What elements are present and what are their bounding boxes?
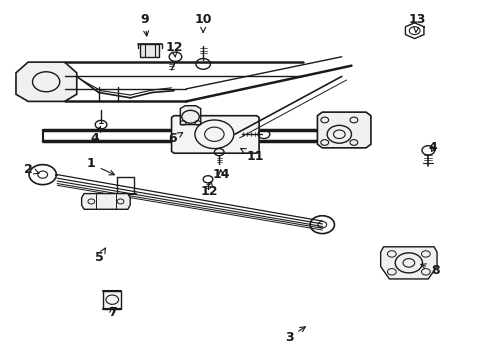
Text: 10: 10 <box>194 13 211 32</box>
Text: 5: 5 <box>95 248 105 264</box>
Polygon shape <box>171 116 259 153</box>
Polygon shape <box>81 194 130 209</box>
Text: 7: 7 <box>108 306 116 319</box>
Bar <box>103 291 121 309</box>
Text: 12: 12 <box>165 41 183 57</box>
Polygon shape <box>317 112 370 148</box>
Text: 13: 13 <box>407 13 425 32</box>
Text: 4: 4 <box>428 141 437 154</box>
Text: 6: 6 <box>168 132 183 145</box>
Polygon shape <box>180 106 201 125</box>
Polygon shape <box>16 62 77 102</box>
Text: 4: 4 <box>90 127 101 145</box>
Text: 1: 1 <box>87 157 114 175</box>
Polygon shape <box>140 44 159 57</box>
Text: 9: 9 <box>140 13 149 36</box>
Text: 11: 11 <box>240 148 264 163</box>
Text: 3: 3 <box>285 327 305 344</box>
Text: 14: 14 <box>212 168 229 181</box>
Text: 8: 8 <box>420 264 439 276</box>
Polygon shape <box>380 247 436 279</box>
Text: 12: 12 <box>201 182 218 198</box>
Text: 2: 2 <box>24 163 39 176</box>
